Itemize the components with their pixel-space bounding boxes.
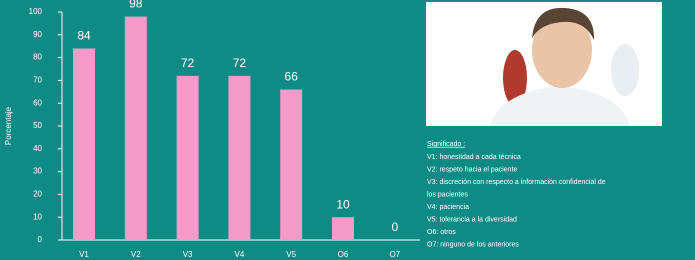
legend-title: Significado : xyxy=(427,141,465,148)
x-tick-label: V5 xyxy=(286,250,296,259)
bar xyxy=(280,90,302,240)
y-tick-label: 90 xyxy=(33,30,42,39)
value-label: 72 xyxy=(181,56,195,70)
legend-item: V5: tolerancia a la diversidad xyxy=(427,216,517,223)
y-tick-label: 100 xyxy=(29,7,43,16)
y-axis-label: Porcentaje xyxy=(4,106,13,145)
bar xyxy=(228,76,250,240)
bar xyxy=(332,217,354,240)
bar xyxy=(125,17,147,240)
y-tick-label: 80 xyxy=(33,53,42,62)
legend: Significado : V1: honestidad a cada técni… xyxy=(427,141,606,249)
y-tick-label: 0 xyxy=(38,235,43,244)
legend-item: O6: otros xyxy=(427,229,456,236)
y-tick-label: 20 xyxy=(33,190,42,199)
x-tick-label: V2 xyxy=(131,250,141,259)
y-tick-label: 70 xyxy=(33,76,42,85)
legend-item: los pacientes xyxy=(427,191,468,198)
x-tick-label: V4 xyxy=(235,250,245,259)
legend-item: O7: ninguno de los anteriores xyxy=(427,241,519,248)
value-label: 84 xyxy=(77,29,91,43)
bar xyxy=(177,76,199,240)
legend-item: V1: honestidad a cada técnica xyxy=(427,154,521,161)
value-label: 72 xyxy=(233,56,247,70)
y-tick-label: 60 xyxy=(33,98,42,107)
legend-item: V2: respeto hacia el paciente xyxy=(427,166,517,173)
y-tick-label: 40 xyxy=(33,144,42,153)
y-tick-label: 30 xyxy=(33,167,42,176)
x-tick-label: O7 xyxy=(389,250,400,259)
x-tick-label: O6 xyxy=(338,250,349,259)
y-tick-label: 10 xyxy=(33,212,42,221)
y-tick-label: 50 xyxy=(33,121,42,130)
legend-item: V4: paciencia xyxy=(427,204,469,211)
legend-item: V3: discreción con respecto a informació… xyxy=(427,179,606,186)
value-label: 66 xyxy=(285,70,299,84)
photo xyxy=(426,2,662,126)
x-tick-label: V3 xyxy=(183,250,193,259)
bar xyxy=(73,48,95,240)
value-label: 0 xyxy=(391,220,398,234)
slide: Porcentaje Significado : V1: honestidad a… xyxy=(0,0,695,260)
x-tick-label: V1 xyxy=(79,250,89,259)
value-label: 10 xyxy=(336,197,350,211)
value-label: 98 xyxy=(129,0,143,11)
